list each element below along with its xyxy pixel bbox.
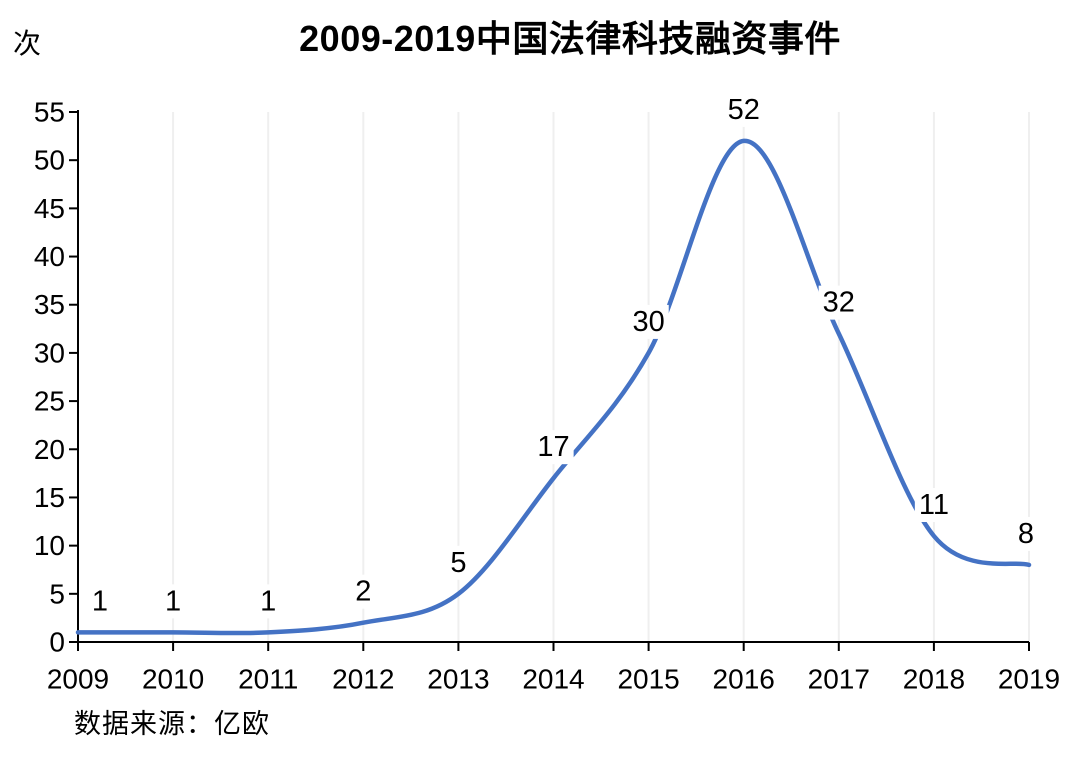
data-label: 17 bbox=[537, 431, 569, 463]
data-source-note: 数据来源：亿欧 bbox=[74, 709, 270, 739]
data-label: 1 bbox=[260, 585, 276, 617]
data-label: 11 bbox=[919, 489, 949, 521]
data-label-background bbox=[628, 304, 669, 339]
x-tick-label: 2015 bbox=[617, 664, 679, 695]
y-tick-label: 30 bbox=[34, 337, 65, 368]
y-tick-label: 50 bbox=[34, 145, 65, 176]
data-label: 32 bbox=[823, 287, 855, 319]
data-label-background bbox=[818, 285, 859, 320]
y-tick-label: 20 bbox=[34, 434, 65, 465]
y-tick-label: 45 bbox=[34, 193, 65, 224]
x-tick-label: 2013 bbox=[427, 664, 489, 695]
data-label-background bbox=[87, 584, 113, 619]
data-label-background bbox=[1013, 516, 1039, 551]
data-label: 1 bbox=[92, 585, 108, 617]
y-tick-label: 5 bbox=[49, 578, 65, 609]
data-label: 1 bbox=[165, 585, 181, 617]
data-label-background bbox=[723, 92, 764, 127]
y-tick-label: 35 bbox=[34, 289, 65, 320]
data-label-background bbox=[914, 488, 953, 522]
y-tick-label: 0 bbox=[49, 627, 65, 658]
y-tick-label: 10 bbox=[34, 530, 65, 561]
data-label-background bbox=[161, 584, 186, 619]
x-tick-label: 2019 bbox=[998, 664, 1060, 695]
data-label: 30 bbox=[632, 306, 664, 338]
y-tick-label: 40 bbox=[34, 241, 65, 272]
x-tick-label: 2010 bbox=[142, 664, 204, 695]
x-tick-label: 2009 bbox=[47, 664, 109, 695]
data-label: 5 bbox=[450, 547, 466, 579]
chart-title: 2009-2019中国法律科技融资事件 bbox=[299, 18, 841, 59]
x-tick-label: 2016 bbox=[713, 664, 775, 695]
x-tick-label: 2012 bbox=[332, 664, 394, 695]
y-tick-label: 55 bbox=[34, 97, 65, 128]
x-tick-label: 2017 bbox=[808, 664, 870, 695]
data-label-background bbox=[446, 545, 471, 580]
data-label-background bbox=[533, 430, 574, 465]
y-tick-label: 15 bbox=[34, 482, 65, 513]
data-label: 2 bbox=[355, 576, 371, 608]
y-axis-unit-label: 次 bbox=[13, 28, 42, 59]
x-tick-label: 2018 bbox=[903, 664, 965, 695]
data-label: 8 bbox=[1018, 518, 1034, 550]
data-line bbox=[75, 138, 1032, 636]
data-label-background bbox=[351, 574, 376, 609]
x-tick-label: 2011 bbox=[238, 664, 298, 695]
data-label: 52 bbox=[728, 94, 760, 126]
x-tick-label: 2014 bbox=[522, 664, 584, 695]
data-label-background bbox=[256, 584, 281, 619]
y-tick-label: 25 bbox=[34, 386, 65, 417]
